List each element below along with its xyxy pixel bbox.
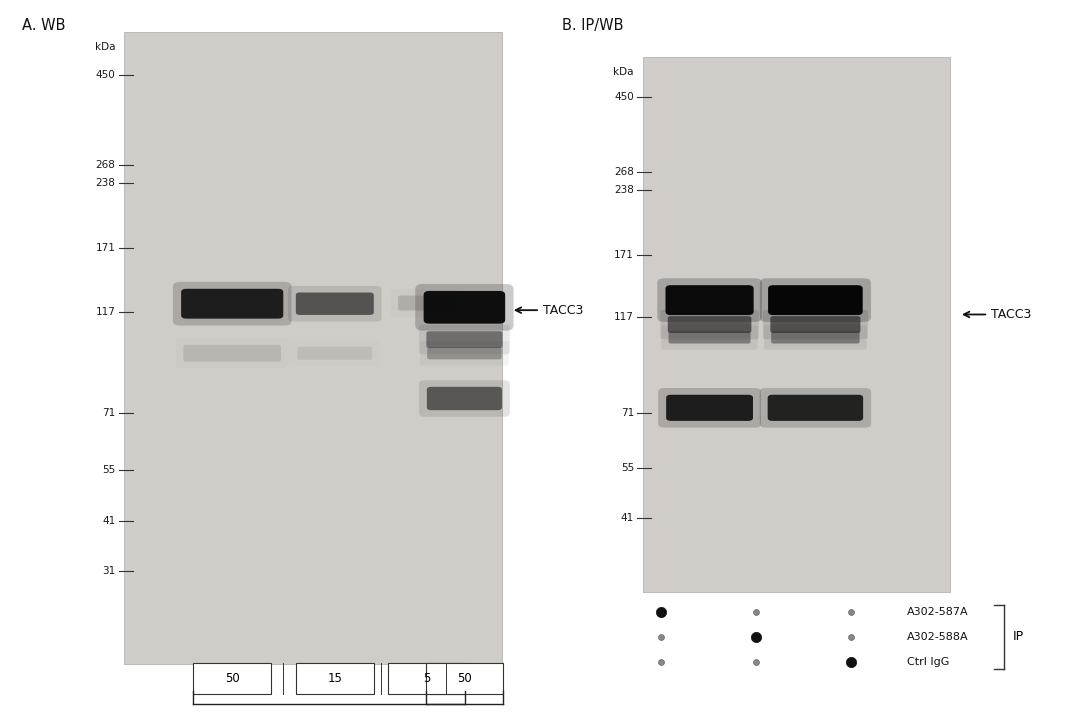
FancyBboxPatch shape (768, 285, 863, 315)
FancyBboxPatch shape (399, 296, 455, 310)
Text: 117: 117 (96, 307, 116, 317)
Text: Ctrl IgG: Ctrl IgG (907, 657, 949, 667)
FancyBboxPatch shape (667, 316, 752, 333)
Point (747, 656, 765, 668)
Text: 238: 238 (96, 178, 116, 188)
FancyBboxPatch shape (768, 395, 863, 421)
Point (842, 631, 860, 643)
Text: 171: 171 (96, 243, 116, 253)
Bar (193, 663, 271, 694)
Text: 71: 71 (621, 408, 634, 418)
FancyBboxPatch shape (669, 332, 751, 343)
FancyBboxPatch shape (661, 325, 758, 350)
Text: kDa: kDa (613, 67, 634, 77)
Text: A302-588A: A302-588A (907, 632, 969, 642)
Point (652, 606, 670, 617)
FancyBboxPatch shape (427, 331, 502, 348)
FancyBboxPatch shape (173, 282, 292, 325)
FancyBboxPatch shape (428, 348, 501, 359)
Text: 450: 450 (615, 92, 634, 102)
Text: 50: 50 (225, 672, 240, 685)
Text: 41: 41 (103, 516, 116, 526)
Bar (643, 57, 950, 592)
Text: A302-587A: A302-587A (907, 607, 969, 617)
FancyBboxPatch shape (296, 292, 374, 315)
Point (842, 656, 860, 668)
Text: 41: 41 (621, 513, 634, 523)
Point (747, 606, 765, 617)
FancyBboxPatch shape (762, 309, 868, 340)
FancyBboxPatch shape (297, 347, 373, 360)
FancyBboxPatch shape (771, 332, 860, 343)
Text: 268: 268 (615, 167, 634, 177)
Text: TACC3: TACC3 (991, 308, 1031, 321)
Point (652, 631, 670, 643)
Bar (426, 663, 503, 694)
Text: 5: 5 (423, 672, 430, 685)
FancyBboxPatch shape (770, 316, 861, 333)
FancyBboxPatch shape (759, 388, 872, 428)
FancyBboxPatch shape (760, 279, 870, 322)
Text: B. IP/WB: B. IP/WB (562, 18, 623, 33)
FancyBboxPatch shape (666, 395, 753, 421)
FancyBboxPatch shape (181, 289, 283, 319)
Text: 55: 55 (103, 465, 116, 475)
FancyBboxPatch shape (415, 284, 514, 330)
Text: 71: 71 (103, 408, 116, 418)
Text: 450: 450 (96, 70, 116, 80)
FancyBboxPatch shape (427, 387, 502, 410)
Point (652, 656, 670, 668)
Point (747, 631, 765, 643)
Text: 117: 117 (615, 312, 634, 322)
FancyBboxPatch shape (423, 291, 505, 324)
Bar (124, 32, 502, 664)
Text: 50: 50 (457, 672, 472, 685)
FancyBboxPatch shape (764, 325, 867, 350)
Text: 171: 171 (615, 250, 634, 260)
Text: 268: 268 (96, 160, 116, 170)
Text: A. WB: A. WB (22, 18, 65, 33)
Text: 55: 55 (621, 463, 634, 473)
FancyBboxPatch shape (658, 388, 761, 428)
Bar (388, 663, 465, 694)
FancyBboxPatch shape (660, 309, 759, 340)
Text: 31: 31 (103, 566, 116, 576)
Text: kDa: kDa (95, 42, 116, 52)
FancyBboxPatch shape (420, 341, 509, 365)
Point (842, 606, 860, 617)
Text: 238: 238 (615, 185, 634, 195)
FancyBboxPatch shape (419, 325, 510, 355)
Bar (296, 663, 374, 694)
FancyBboxPatch shape (184, 345, 281, 362)
FancyBboxPatch shape (288, 286, 381, 322)
FancyBboxPatch shape (658, 279, 761, 322)
FancyBboxPatch shape (665, 285, 754, 315)
Text: TACC3: TACC3 (543, 304, 583, 317)
Text: IP: IP (1013, 630, 1024, 643)
Text: 15: 15 (327, 672, 342, 685)
FancyBboxPatch shape (419, 381, 510, 416)
